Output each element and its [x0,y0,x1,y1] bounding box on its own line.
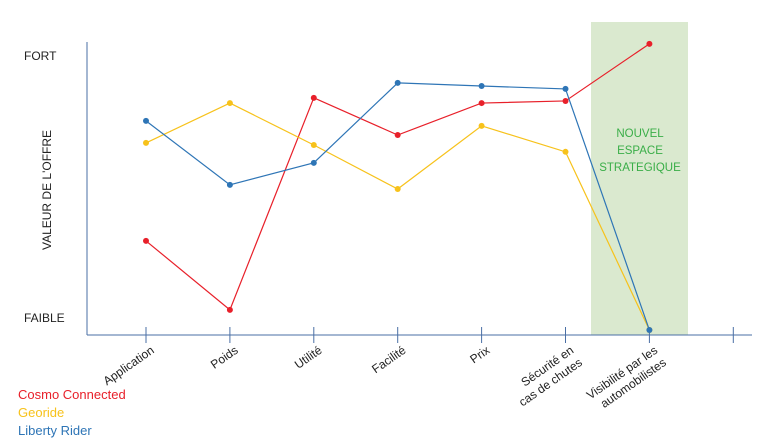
zone-label: ESPACE [617,145,663,157]
data-point [646,327,653,334]
data-point [143,117,149,124]
data-point [646,40,653,47]
data-point [143,139,149,146]
data-point [226,181,233,188]
zone-label: NOUVEL [616,128,664,140]
x-tick-label: Application [101,343,157,388]
series-line [145,82,650,331]
x-tick-label-line: Utilité [292,343,325,372]
zone-label: STRATEGIQUE [599,162,681,174]
data-point [143,237,149,244]
legend-entry: Cosmo Connected [18,387,126,402]
data-point [226,306,233,313]
data-point [478,83,485,90]
strategic-zone [591,22,688,335]
data-point [478,100,485,107]
data-point [394,186,401,193]
x-tick-label: Utilité [292,343,325,372]
x-tick-label-line: Poids [208,343,241,372]
y-axis-label: VALEUR DE L'OFFRE [40,130,54,250]
data-point [562,148,569,155]
data-point [226,100,233,107]
data-point [394,79,401,86]
x-tick-label: Facilité [369,343,408,376]
data-point [562,97,569,104]
data-point [310,141,317,148]
data-point [478,122,485,129]
legend-entry: Liberty Rider [18,423,92,438]
data-point [562,85,569,92]
legend-entry: Georide [18,405,64,420]
data-point [310,94,317,101]
y-tick-label: FORT [24,49,57,63]
data-point [394,132,401,139]
x-tick-label-line: Application [101,343,157,388]
x-tick-label: Prix [467,343,492,366]
x-tick-label-line: Facilité [369,343,408,376]
x-tick-label: Poids [208,343,241,372]
data-point [310,159,317,166]
y-tick-label: FAIBLE [24,311,65,325]
x-tick-label-line: Prix [467,343,492,366]
